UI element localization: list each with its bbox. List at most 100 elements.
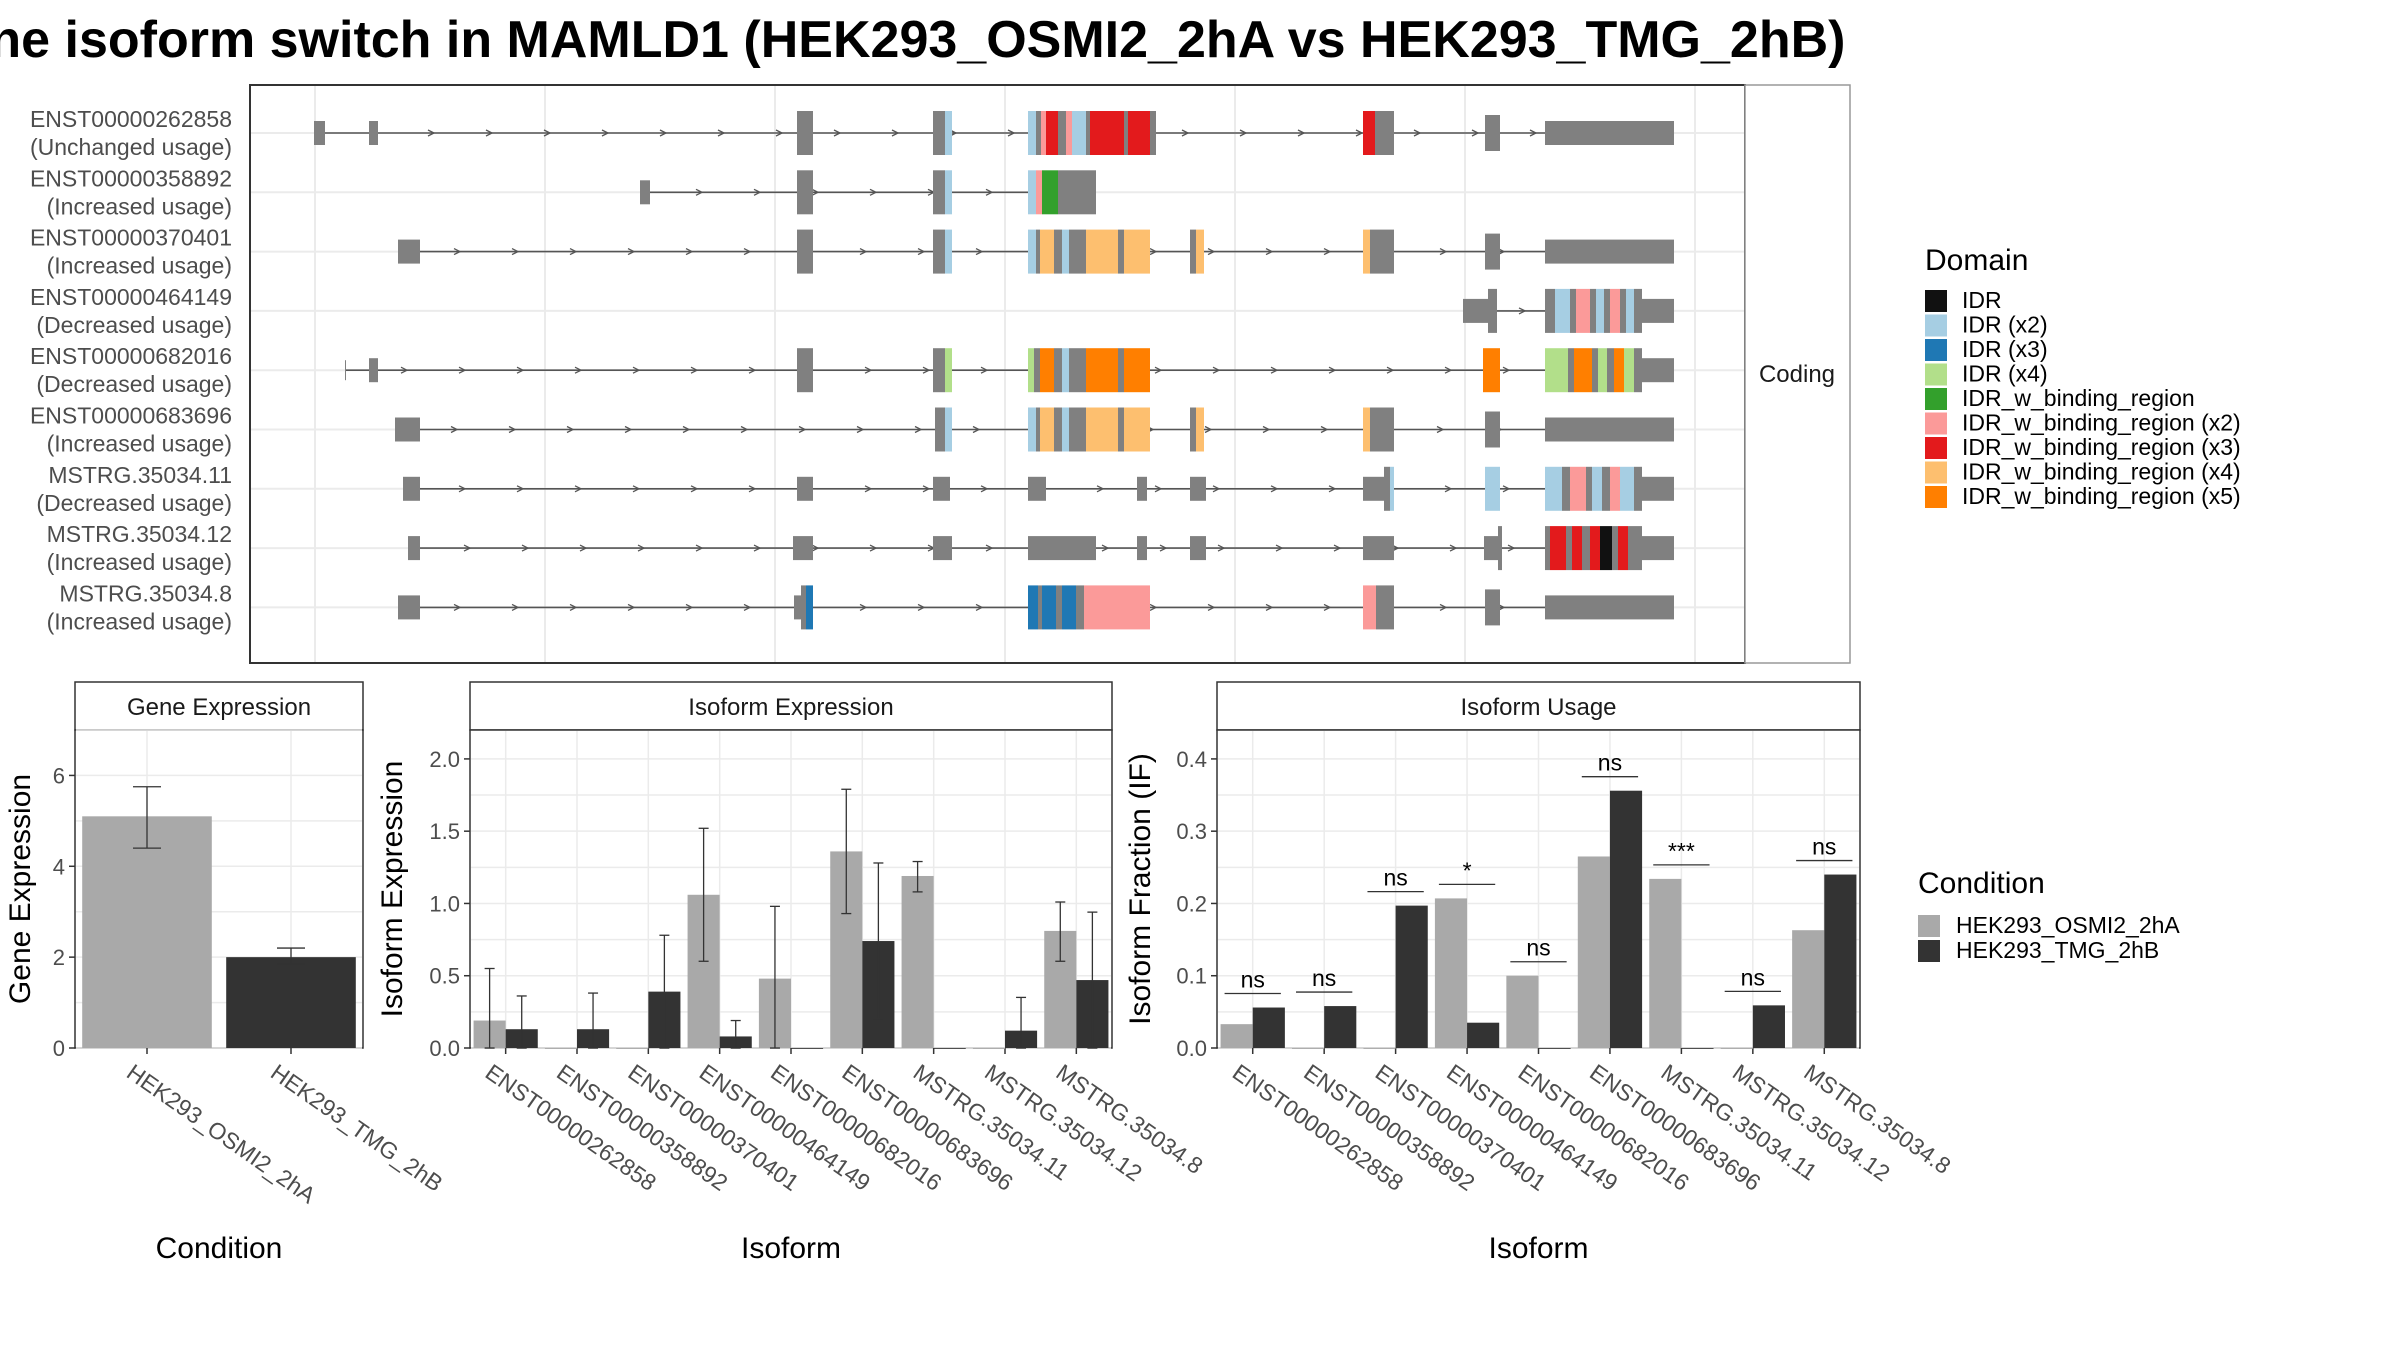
exon-block bbox=[1190, 476, 1206, 501]
exon-block bbox=[1642, 476, 1674, 501]
direction-arrow bbox=[753, 188, 762, 196]
exon-block bbox=[797, 170, 813, 215]
exon-block bbox=[1604, 288, 1610, 333]
direction-arrow bbox=[579, 544, 588, 552]
y-tick-label: 0.1 bbox=[1176, 964, 1207, 989]
exon-block bbox=[1612, 526, 1618, 571]
direction-arrow bbox=[1101, 544, 1110, 552]
exon-block bbox=[1545, 121, 1674, 145]
direction-arrow bbox=[856, 425, 865, 434]
domain-block bbox=[1028, 170, 1036, 215]
exon-block bbox=[1628, 526, 1634, 571]
domain-block bbox=[945, 407, 952, 452]
domain-block bbox=[1124, 229, 1150, 274]
exon-block bbox=[1484, 536, 1500, 561]
exon-block bbox=[1076, 585, 1084, 630]
y-tick-label: 0.4 bbox=[1176, 747, 1207, 772]
domain-block bbox=[1598, 348, 1607, 393]
transcript-panel: Coding ENST00000262858(Unchanged usage) EN… bbox=[30, 84, 1851, 664]
exon-block bbox=[1607, 348, 1614, 393]
exon-block bbox=[1620, 288, 1626, 333]
error-bar bbox=[1087, 911, 1098, 1049]
y-tick-label: 2 bbox=[53, 945, 65, 970]
direction-arrow bbox=[1439, 603, 1448, 611]
condition-legend-swatch bbox=[1918, 940, 1940, 962]
exon-block bbox=[1634, 466, 1642, 511]
panel-strip bbox=[74, 681, 364, 731]
chart-isoform-expression: Isoform Expression0.00.51.01.52.0ENST000… bbox=[376, 681, 1208, 1265]
domain-block bbox=[1028, 229, 1036, 274]
error-bar bbox=[1055, 901, 1066, 962]
direction-arrow bbox=[798, 425, 807, 434]
direction-arrow bbox=[753, 544, 762, 552]
exon-block bbox=[1545, 288, 1555, 333]
exon-block bbox=[793, 536, 813, 561]
domain-legend-swatch bbox=[1925, 339, 1947, 361]
exon-block bbox=[1069, 407, 1086, 452]
direction-arrow bbox=[632, 366, 641, 374]
exon-block bbox=[1485, 589, 1500, 626]
transcript-id-label: MSTRG.35034.11 bbox=[48, 462, 232, 488]
direction-arrow bbox=[659, 129, 668, 137]
y-axis-title: Isoform Expression bbox=[376, 761, 409, 1018]
exon-block bbox=[1634, 288, 1642, 333]
domain-legend-swatch bbox=[1925, 314, 1947, 337]
domain-block bbox=[1390, 466, 1394, 511]
gene-structure-row bbox=[403, 466, 1674, 511]
direction-arrow bbox=[682, 425, 691, 434]
domain-block bbox=[1545, 466, 1562, 511]
direction-arrow bbox=[1444, 366, 1453, 374]
direction-arrow bbox=[1217, 544, 1226, 552]
exon-block bbox=[1190, 536, 1206, 561]
error-bar bbox=[912, 860, 923, 893]
y-tick-label: 0.0 bbox=[429, 1036, 460, 1061]
exon-block bbox=[1036, 407, 1040, 452]
transcript-usage-label: (Unchanged usage) bbox=[30, 134, 232, 160]
domain-block bbox=[1570, 466, 1586, 511]
direction-arrow bbox=[1149, 603, 1158, 611]
direction-arrow bbox=[1471, 129, 1480, 137]
domain-legend-title: Domain bbox=[1925, 244, 2028, 277]
domain-block bbox=[1086, 407, 1118, 452]
domain-legend-label: IDR bbox=[1962, 287, 2002, 313]
domain-block bbox=[1574, 348, 1592, 393]
domain-block bbox=[1090, 111, 1124, 155]
exon-block bbox=[1485, 233, 1500, 270]
direction-arrow bbox=[811, 188, 820, 196]
direction-arrow bbox=[521, 544, 530, 552]
direction-arrow bbox=[601, 129, 610, 137]
direction-arrow bbox=[627, 248, 636, 256]
domain-block bbox=[1363, 111, 1375, 155]
direction-arrow bbox=[1444, 485, 1453, 493]
direction-arrow bbox=[1207, 248, 1216, 256]
exon-block bbox=[1592, 348, 1598, 393]
domain-block bbox=[1124, 407, 1150, 452]
direction-arrow bbox=[400, 366, 409, 374]
error-bar bbox=[133, 786, 161, 849]
exon-block bbox=[395, 417, 420, 442]
domain-block bbox=[1084, 585, 1090, 630]
direction-arrow bbox=[427, 129, 436, 137]
exon-block bbox=[398, 239, 420, 264]
bar bbox=[1395, 905, 1428, 1048]
domain-block bbox=[1086, 229, 1118, 274]
significance-label: ns bbox=[1526, 935, 1550, 961]
domain-block bbox=[1042, 170, 1058, 215]
domain-block bbox=[1196, 229, 1204, 274]
domain-block bbox=[1062, 348, 1069, 393]
direction-arrow bbox=[458, 366, 467, 374]
direction-arrow bbox=[869, 544, 878, 552]
exon-block bbox=[1370, 407, 1394, 452]
transcript-usage-label: (Increased usage) bbox=[47, 431, 232, 457]
direction-arrow bbox=[1529, 129, 1538, 137]
direction-arrow bbox=[453, 248, 462, 256]
exon-block bbox=[403, 476, 420, 501]
direction-arrow bbox=[516, 485, 525, 493]
direction-arrow bbox=[569, 603, 578, 611]
strip-label: Coding bbox=[1759, 361, 1835, 388]
transcript-id-label: MSTRG.35034.12 bbox=[47, 521, 232, 547]
direction-arrow bbox=[922, 366, 931, 374]
transcript-id-label: ENST00000464149 bbox=[30, 284, 232, 310]
exon-block bbox=[1137, 476, 1147, 501]
error-bar bbox=[484, 967, 495, 1049]
